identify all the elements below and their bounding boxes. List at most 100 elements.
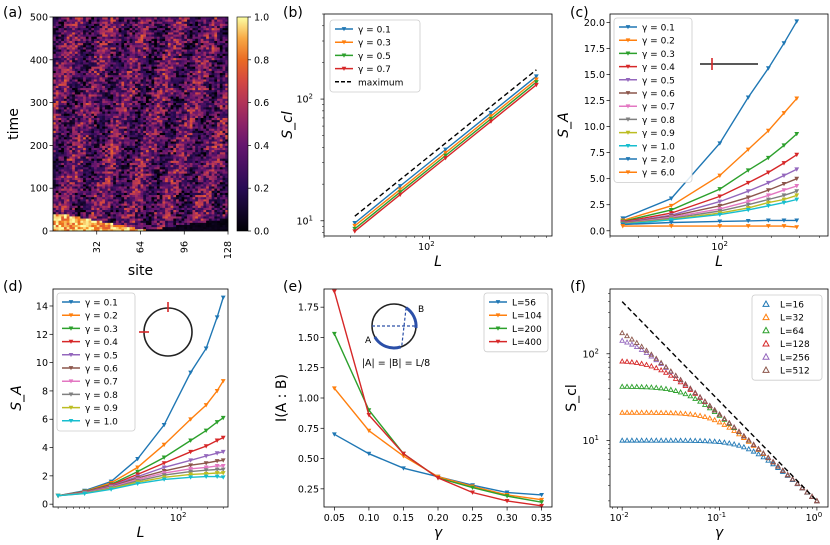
heatmap-cell	[189, 228, 193, 231]
heatmap-cell	[140, 83, 144, 86]
heatmap-cell	[63, 76, 68, 80]
heatmap-cell	[102, 171, 106, 174]
heatmap-cell	[143, 162, 147, 166]
heatmap-cell	[115, 76, 120, 80]
heatmap-cell	[74, 83, 79, 86]
heatmap-cell	[192, 211, 196, 215]
heatmap-cell	[74, 171, 79, 174]
heatmap-cell	[58, 106, 62, 110]
heatmap-cell	[63, 113, 68, 116]
heatmap-cell	[83, 128, 87, 131]
heatmap-cell	[126, 132, 130, 136]
heatmap-cell	[167, 173, 171, 176]
heatmap-cell	[192, 156, 196, 159]
heatmap-cell	[154, 147, 158, 151]
heatmap-cell	[156, 130, 161, 133]
heatmap-cell	[219, 143, 223, 146]
heatmap-cell	[151, 136, 155, 140]
heatmap-cell	[107, 66, 111, 69]
heatmap-cell	[55, 173, 59, 176]
heatmap-cell	[159, 100, 163, 103]
heatmap-cell	[211, 111, 215, 114]
heatmap-cell	[219, 205, 223, 208]
heatmap-cell	[181, 72, 185, 76]
heatmap-cell	[148, 196, 152, 200]
heatmap-cell	[132, 160, 136, 163]
heatmap-cell	[126, 72, 130, 76]
heatmap-cell	[72, 186, 76, 189]
heatmap-cell	[77, 209, 81, 213]
heatmap-cell	[206, 218, 210, 221]
heatmap-cell	[214, 111, 218, 114]
heatmap-cell	[173, 138, 177, 142]
heatmap-cell	[184, 205, 188, 208]
heatmap-cell	[167, 216, 171, 219]
heatmap-cell	[143, 194, 147, 198]
heatmap-cell	[113, 106, 117, 110]
heatmap-cell	[176, 111, 180, 114]
heatmap-cell	[148, 192, 152, 196]
heatmap-cell	[72, 70, 76, 74]
heatmap-cell	[124, 164, 128, 168]
heatmap-cell	[63, 102, 68, 106]
heatmap-cell	[83, 76, 87, 80]
heatmap-cell	[55, 113, 59, 116]
heatmap-cell	[214, 224, 218, 228]
heatmap-cell	[159, 85, 163, 89]
heatmap-cell	[148, 74, 152, 78]
heatmap-cell	[99, 156, 103, 159]
heatmap-cell	[195, 183, 199, 187]
heatmap-cell	[195, 164, 199, 168]
heatmap-cell	[167, 171, 171, 174]
heatmap-cell	[211, 87, 215, 91]
heatmap-cell	[110, 205, 114, 208]
heatmap-cell	[140, 132, 144, 136]
heatmap-cell	[145, 106, 150, 110]
heatmap-cell	[77, 220, 81, 223]
heatmap-cell	[66, 179, 70, 183]
heatmap-cell	[156, 83, 161, 86]
heatmap-cell	[151, 91, 155, 95]
heatmap-cell	[156, 175, 161, 178]
heatmap-cell	[61, 68, 65, 71]
heatmap-cell	[115, 117, 120, 121]
heatmap-cell	[167, 175, 171, 178]
heatmap-cell	[69, 117, 73, 121]
heatmap-cell	[126, 74, 130, 78]
heatmap-cell	[129, 196, 133, 200]
heatmap-cell	[148, 211, 152, 215]
heatmap-cell	[211, 134, 215, 138]
heatmap-cell	[225, 130, 228, 133]
heatmap-cell	[148, 177, 152, 181]
heatmap-cell	[189, 117, 193, 121]
heatmap-cell	[113, 186, 117, 189]
heatmap-cell	[184, 168, 188, 172]
heatmap-cell	[102, 104, 106, 108]
heatmap-cell	[173, 228, 177, 231]
heatmap-cell	[145, 216, 150, 219]
heatmap-cell	[145, 211, 150, 215]
heatmap-cell	[176, 138, 180, 142]
heatmap-cell	[91, 119, 95, 123]
heatmap-cell	[217, 198, 221, 202]
heatmap-cell	[159, 106, 163, 110]
heatmap-cell	[80, 190, 84, 193]
heatmap-cell	[74, 126, 79, 129]
heatmap-cell	[165, 119, 169, 123]
heatmap-cell	[96, 192, 100, 196]
heatmap-cell	[200, 143, 204, 146]
heatmap-cell	[94, 216, 98, 219]
heatmap-cell	[173, 98, 177, 101]
heatmap-cell	[176, 141, 180, 144]
heatmap-cell	[88, 166, 92, 170]
heatmap-cell	[170, 121, 174, 125]
heatmap-cell	[197, 109, 202, 112]
heatmap-cell	[162, 218, 166, 221]
heatmap-cell	[140, 100, 144, 103]
heatmap-cell	[102, 66, 106, 69]
heatmap-cell	[72, 130, 76, 133]
heatmap-cell	[170, 166, 174, 170]
heatmap-cell	[159, 117, 163, 121]
heatmap-cell	[66, 124, 70, 127]
heatmap-cell	[99, 66, 103, 69]
